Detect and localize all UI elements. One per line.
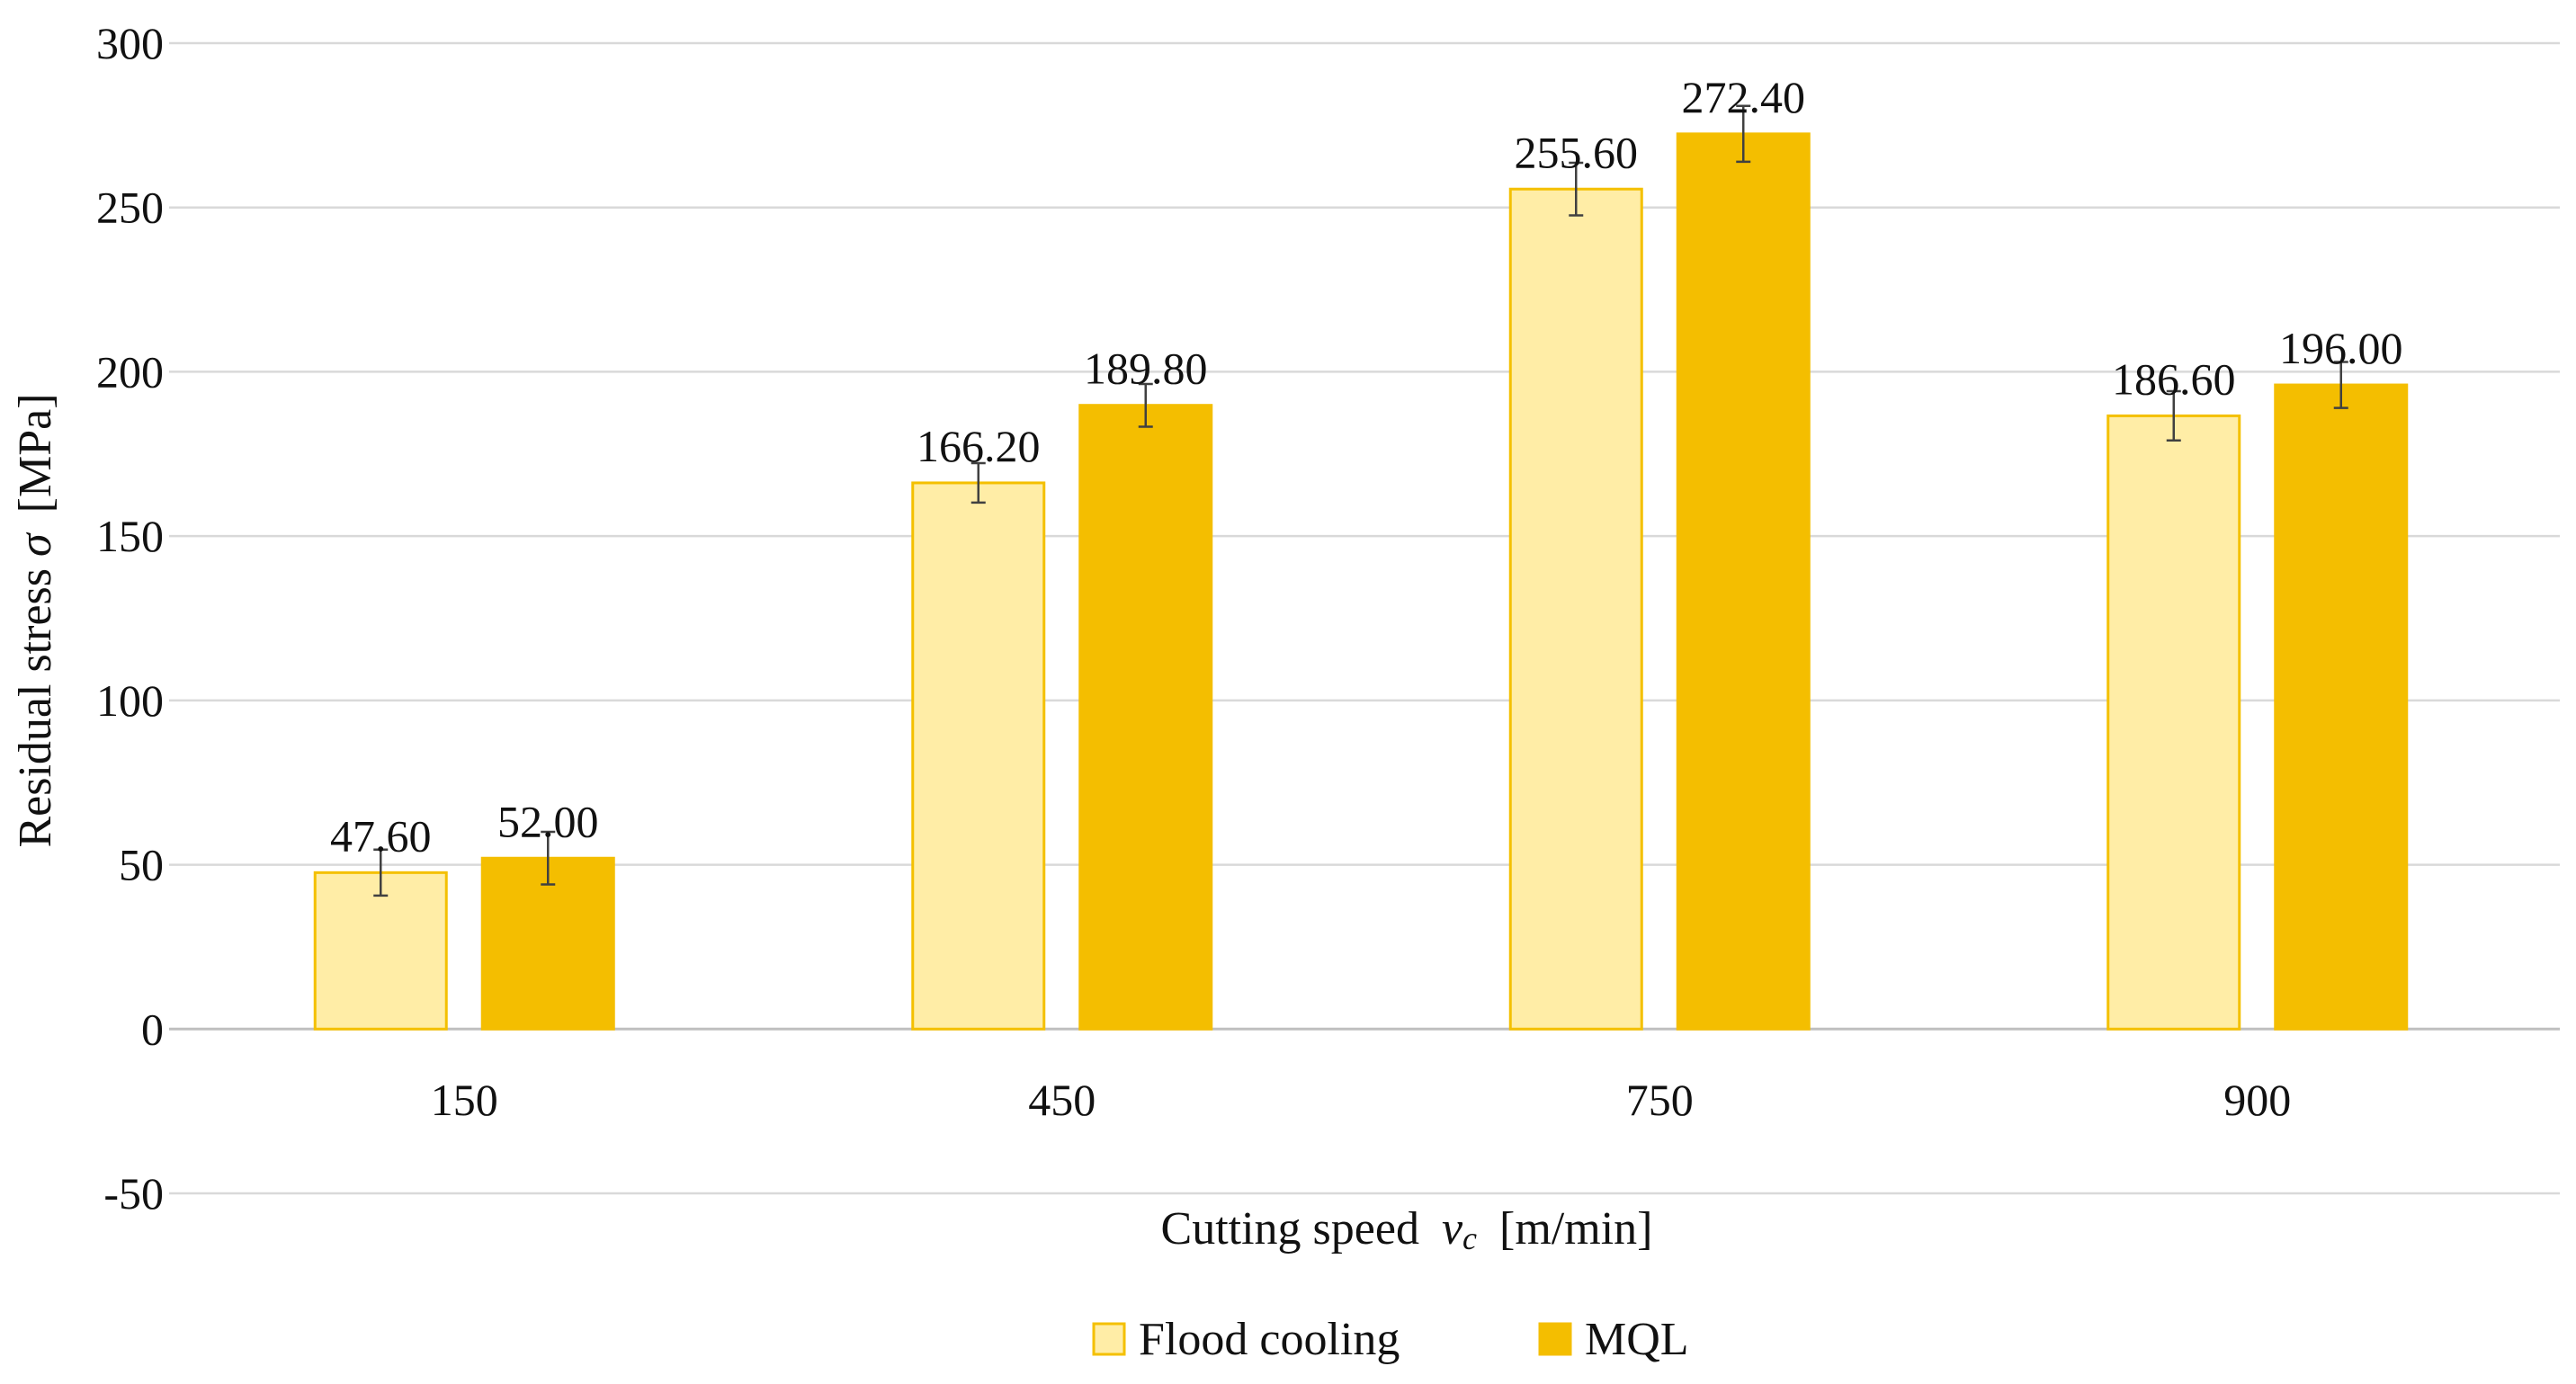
bar-flood-cooling xyxy=(1508,187,1643,1031)
bar-flood-cooling xyxy=(2106,414,2241,1031)
legend-swatch-mql xyxy=(1538,1322,1572,1356)
data-label: 52.00 xyxy=(497,796,599,846)
bar-mql xyxy=(1676,132,1811,1031)
y-axis-ticks: 300 250 200 150 100 50 0 -50 xyxy=(96,18,164,1219)
data-label: 189.80 xyxy=(1084,344,1208,394)
y-tick-label: 0 xyxy=(141,1004,164,1054)
x-category-label: 450 xyxy=(1028,1075,1096,1125)
error-bar xyxy=(2166,389,2181,442)
y-tick-label: -50 xyxy=(103,1168,164,1219)
error-bar xyxy=(1138,382,1153,428)
data-labels: 47.60 52.00 166.20 189.80 255.60 272.40 186.60… xyxy=(330,72,2403,861)
x-axis-categories: 150 450 750 900 xyxy=(431,1075,2292,1125)
bar-flood-cooling xyxy=(911,481,1046,1031)
y-tick-label: 300 xyxy=(96,18,164,68)
bar-flood-cooling xyxy=(313,871,448,1031)
bars xyxy=(313,104,2409,1031)
x-category-label: 750 xyxy=(1626,1075,1694,1125)
bar-mql xyxy=(480,856,615,1031)
data-label: 47.60 xyxy=(330,810,432,861)
legend-label-mql: MQL xyxy=(1585,1314,1689,1365)
data-label: 255.60 xyxy=(1515,127,1639,177)
legend-label-flood-cooling: Flood cooling xyxy=(1139,1314,1400,1365)
data-label: 166.20 xyxy=(917,421,1041,471)
y-tick-label: 150 xyxy=(96,511,164,561)
x-axis-title: Cutting speed vc [m/min] xyxy=(1161,1203,1653,1260)
x-category-label: 900 xyxy=(2223,1075,2291,1125)
legend-swatch-flood-cooling xyxy=(1092,1322,1126,1356)
x-category-label: 150 xyxy=(431,1075,498,1125)
error-bar xyxy=(1736,104,1751,164)
y-tick-label: 50 xyxy=(119,840,164,890)
y-tick-label: 100 xyxy=(96,675,164,726)
data-label: 186.60 xyxy=(2112,353,2236,404)
error-bar xyxy=(541,830,556,886)
error-bar xyxy=(1569,161,1584,217)
error-bar xyxy=(373,848,389,897)
data-label: 272.40 xyxy=(1682,72,1806,122)
y-tick-label: 200 xyxy=(96,346,164,397)
bar-mql xyxy=(1078,404,1213,1031)
bar-mql xyxy=(2274,383,2409,1031)
data-label: 196.00 xyxy=(2279,323,2403,373)
legend: Flood cooling MQL xyxy=(1092,1314,1689,1365)
error-bar xyxy=(2333,361,2348,409)
y-axis-title: Residual stress σ [MPa] xyxy=(10,393,61,847)
y-tick-label: 250 xyxy=(96,183,164,233)
error-bar xyxy=(970,461,986,504)
